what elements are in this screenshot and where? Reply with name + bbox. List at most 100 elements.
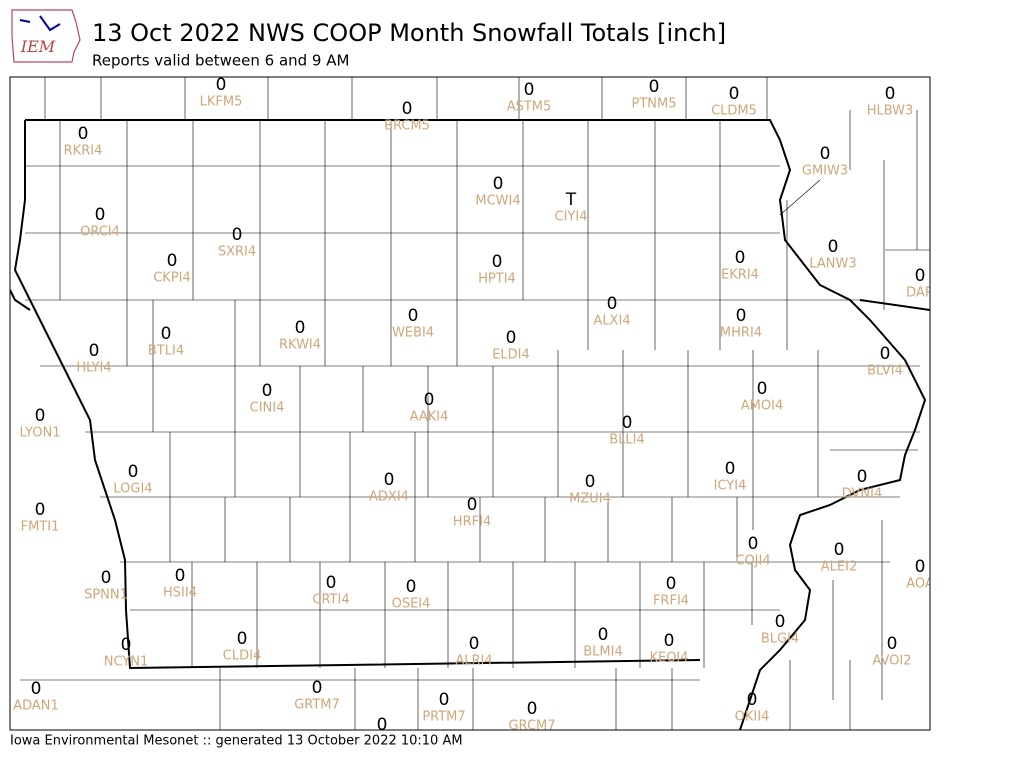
station-id: HSII4	[163, 586, 197, 601]
station-id: HLYI4	[76, 361, 111, 376]
station-value: 0	[664, 631, 675, 651]
station-value: 0	[78, 124, 89, 144]
station-value: 0	[747, 690, 758, 710]
station-value: 0	[735, 248, 746, 268]
logo-text: IEM	[20, 37, 56, 56]
station-id: ALXI4	[593, 314, 630, 329]
station-value: 0	[101, 568, 112, 588]
station-value: 0	[857, 467, 868, 487]
station-value: 0	[35, 406, 46, 426]
station-id: CIYI4	[555, 210, 588, 225]
station-value: 0	[232, 225, 243, 245]
station-value: 0	[524, 80, 535, 100]
logo: IEM	[11, 9, 81, 63]
station-id: LKFM5	[200, 95, 243, 110]
station-id: KEOI4	[649, 651, 688, 666]
station-id: CINI4	[250, 401, 285, 416]
station-id: AOA	[906, 577, 934, 592]
station-id: AVOI2	[872, 654, 911, 669]
station-value: 0	[887, 634, 898, 654]
station-value: 0	[736, 306, 747, 326]
station-id: BLGI4	[761, 632, 799, 647]
station-id: RKRI4	[64, 144, 103, 159]
station-value: 0	[439, 690, 450, 710]
station-value: 0	[128, 462, 139, 482]
station-id: ORCI4	[80, 225, 120, 240]
station-id: GMIW3	[802, 164, 848, 179]
station-value: 0	[725, 459, 736, 479]
footer: Iowa Environmental Mesonet :: generated …	[10, 734, 463, 749]
station-id: WEBI4	[392, 326, 434, 341]
station-id: SPNN1	[84, 588, 128, 603]
station-value: 0	[467, 495, 478, 515]
station-value: 0	[748, 534, 759, 554]
title: 13 Oct 2022 NWS COOP Month Snowfall Tota…	[92, 19, 726, 47]
station-id: DVNI4	[842, 487, 883, 502]
station-value: 0	[820, 144, 831, 164]
station-id: CLDI4	[223, 649, 261, 664]
station-value: 0	[585, 472, 596, 492]
station-value: 0	[216, 75, 227, 95]
station-id: ADAN1	[13, 699, 59, 714]
station-value: 0	[121, 635, 132, 655]
station-value: 0	[89, 341, 100, 361]
station-value: 0	[384, 470, 395, 490]
state-border	[13, 119, 927, 730]
station-id: MZUI4	[569, 492, 611, 507]
station-id: CLDM5	[711, 104, 757, 119]
station-value: 0	[880, 344, 891, 364]
station-value: 0	[607, 294, 618, 314]
station-value: 0	[295, 318, 306, 338]
station-value: 0	[377, 715, 388, 735]
station-value: 0	[828, 237, 839, 257]
station-value: 0	[885, 84, 896, 104]
station-id: LANW3	[809, 257, 856, 272]
station-value: 0	[598, 625, 609, 645]
station-value: 0	[492, 252, 503, 272]
station-value: 0	[775, 612, 786, 632]
station-id: BLMI4	[583, 645, 622, 660]
station-id: PTNM5	[632, 97, 677, 112]
station-id: OSEI4	[392, 597, 431, 612]
station-value: 0	[527, 699, 538, 719]
station-value: 0	[757, 379, 768, 399]
station-id: AAKI4	[410, 410, 449, 425]
station-value: 0	[469, 634, 480, 654]
station-id: SXRI4	[218, 245, 256, 260]
station-id: OKII4	[735, 710, 770, 725]
station-value: 0	[666, 574, 677, 594]
station-value: 0	[424, 390, 435, 410]
station-value: 0	[506, 328, 517, 348]
station-id: FRFI4	[653, 594, 689, 609]
station-id: BLLI4	[609, 433, 645, 448]
station-id: HPTI4	[478, 272, 516, 287]
station-id: NCYN1	[104, 655, 149, 670]
station-value: 0	[915, 557, 926, 577]
station-id: ELDI4	[492, 348, 530, 363]
station-id: PRTM7	[422, 710, 465, 725]
station-id: BTLI4	[148, 344, 184, 359]
station-value: 0	[167, 251, 178, 271]
station-id: ALEI2	[821, 560, 857, 575]
station-id: ADXI4	[369, 490, 409, 505]
station-id: RKWI4	[279, 338, 321, 353]
station-value: 0	[161, 324, 172, 344]
station-value: 0	[31, 679, 42, 699]
station-id: AMOI4	[741, 399, 783, 414]
station-id: GRCM7	[508, 719, 555, 734]
station-id: HRFI4	[453, 515, 491, 530]
station-value: 0	[312, 678, 323, 698]
station-value: 0	[406, 577, 417, 597]
station-value: 0	[326, 573, 337, 593]
station-value: 0	[493, 174, 504, 194]
station-id: CRTI4	[312, 593, 349, 608]
station-id: LYON1	[20, 426, 61, 441]
station-id: BLVI4	[867, 364, 903, 379]
station-id: BRCM5	[384, 119, 430, 134]
station-id: EKRI4	[721, 268, 759, 283]
state-border	[10, 289, 930, 311]
station-value: 0	[402, 99, 413, 119]
